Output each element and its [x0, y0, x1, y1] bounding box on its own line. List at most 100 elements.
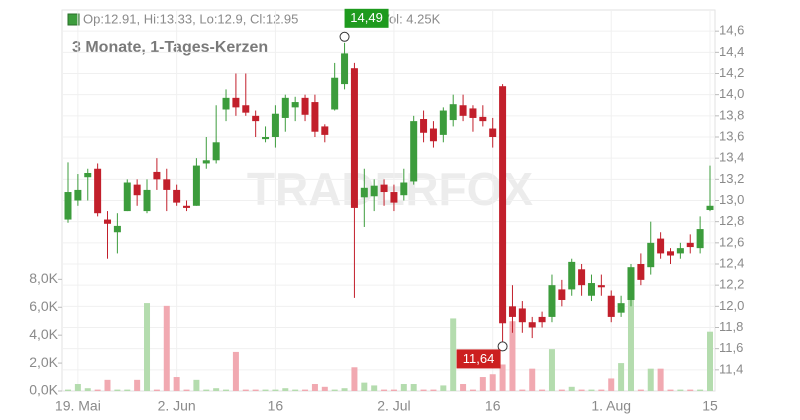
y-tick-label: 11,4 — [719, 361, 743, 376]
volume-bar — [687, 389, 694, 391]
y-tick-label: 13,8 — [719, 107, 744, 122]
volume-bar — [647, 368, 654, 391]
candle-body — [449, 104, 457, 121]
candle-body — [153, 171, 161, 180]
volume-bar — [321, 386, 328, 391]
volume-bar — [618, 363, 625, 391]
volume-bar — [361, 382, 368, 391]
volume-bar — [262, 389, 269, 391]
candle-body — [212, 142, 220, 161]
candle-body — [439, 110, 447, 135]
volume-bar — [469, 389, 476, 391]
volume-header: Vol: 4.25K — [381, 11, 441, 26]
candle-body — [518, 308, 526, 323]
volume-bar — [124, 389, 131, 391]
x-tick-label: 2. Jul — [377, 398, 410, 414]
volume-bar — [104, 379, 111, 391]
candle-body — [242, 105, 250, 113]
volume-bar — [134, 379, 141, 391]
candle-body — [686, 242, 694, 248]
y2-tick-label: 6,0K — [29, 298, 58, 314]
candle-body — [706, 205, 714, 211]
volume-bar — [637, 389, 644, 391]
candle-body — [390, 192, 398, 203]
y2-tick-label: 0,0K — [29, 382, 58, 398]
y-tick-label: 13,2 — [719, 171, 744, 186]
candle-body — [123, 182, 131, 212]
y-tick-label: 14,0 — [719, 86, 744, 101]
x-tick-label: 2. Jun — [158, 398, 196, 414]
candle-body — [74, 189, 82, 201]
volume-bar — [282, 388, 289, 391]
volume-bar — [400, 384, 407, 391]
volume-bar — [94, 389, 101, 391]
watermark: TRADERFOX — [247, 163, 534, 215]
y-tick-label: 13,4 — [719, 150, 744, 165]
volume-bar — [598, 389, 605, 391]
volume-bar — [608, 378, 615, 391]
candle-body — [538, 316, 546, 323]
volume-bar — [114, 389, 121, 391]
volume-bar — [183, 389, 190, 391]
candle-body — [321, 126, 329, 135]
volume-bar — [460, 384, 467, 391]
candle-body — [163, 179, 171, 190]
candle-body — [558, 289, 566, 300]
candle-body — [252, 115, 260, 122]
volume-bar — [242, 389, 249, 391]
volume-bar — [558, 389, 565, 391]
candle-body — [548, 285, 556, 317]
volume-bar — [203, 389, 210, 391]
volume-bar — [578, 389, 585, 391]
candle-body — [676, 248, 684, 254]
candle-body — [370, 185, 378, 197]
candle-body — [647, 242, 655, 268]
candle-body — [192, 165, 200, 206]
y2-tick-label: 8,0K — [29, 270, 58, 286]
volume-bar — [74, 384, 81, 391]
volume-bar — [213, 388, 220, 391]
candle-body — [696, 229, 704, 249]
x-tick-label: 16 — [268, 398, 284, 414]
volume-bar — [272, 389, 279, 391]
y-tick-label: 12,0 — [719, 298, 744, 313]
volume-bar — [450, 318, 457, 391]
y-tick-label: 13,0 — [719, 192, 744, 207]
volume-bar — [509, 321, 516, 391]
candle-body — [568, 261, 576, 290]
extreme-label: 14,49 — [350, 10, 383, 25]
candle-body — [380, 184, 388, 193]
candle-body — [528, 322, 536, 328]
candle-body — [350, 68, 358, 208]
volume-bar — [351, 367, 358, 391]
candle-body — [410, 121, 418, 182]
volume-bar — [539, 389, 546, 391]
candle-body — [637, 264, 645, 280]
y2-tick-label: 4,0K — [29, 326, 58, 342]
candle-body — [113, 225, 121, 233]
extreme-label: 11,64 — [463, 351, 495, 366]
y-tick-label: 11,6 — [719, 340, 743, 355]
volume-bar — [697, 389, 704, 391]
x-tick-label: 15 — [702, 398, 718, 414]
candle-body — [232, 97, 240, 108]
candle-body — [508, 306, 516, 317]
volume-bar — [65, 389, 71, 391]
volume-bar — [588, 389, 595, 391]
candle-body — [627, 267, 635, 300]
volume-bar — [232, 351, 239, 391]
candle-body — [202, 160, 210, 164]
candle-body — [143, 189, 151, 212]
volume-bar — [84, 388, 91, 391]
volume-bar — [173, 377, 180, 391]
volume-bar — [499, 364, 506, 391]
candle-body — [587, 283, 595, 296]
extreme-label-box — [344, 8, 389, 28]
volume-bar — [627, 279, 634, 391]
ohlc-header: Op:12.91, Hi:13.33, Lo:12.9, Cl:12.95 — [83, 11, 298, 26]
candle-body — [331, 77, 339, 110]
candle-body — [311, 102, 319, 132]
volume-bar — [529, 368, 536, 391]
candle-body — [84, 172, 92, 178]
volume-bar — [410, 384, 417, 391]
